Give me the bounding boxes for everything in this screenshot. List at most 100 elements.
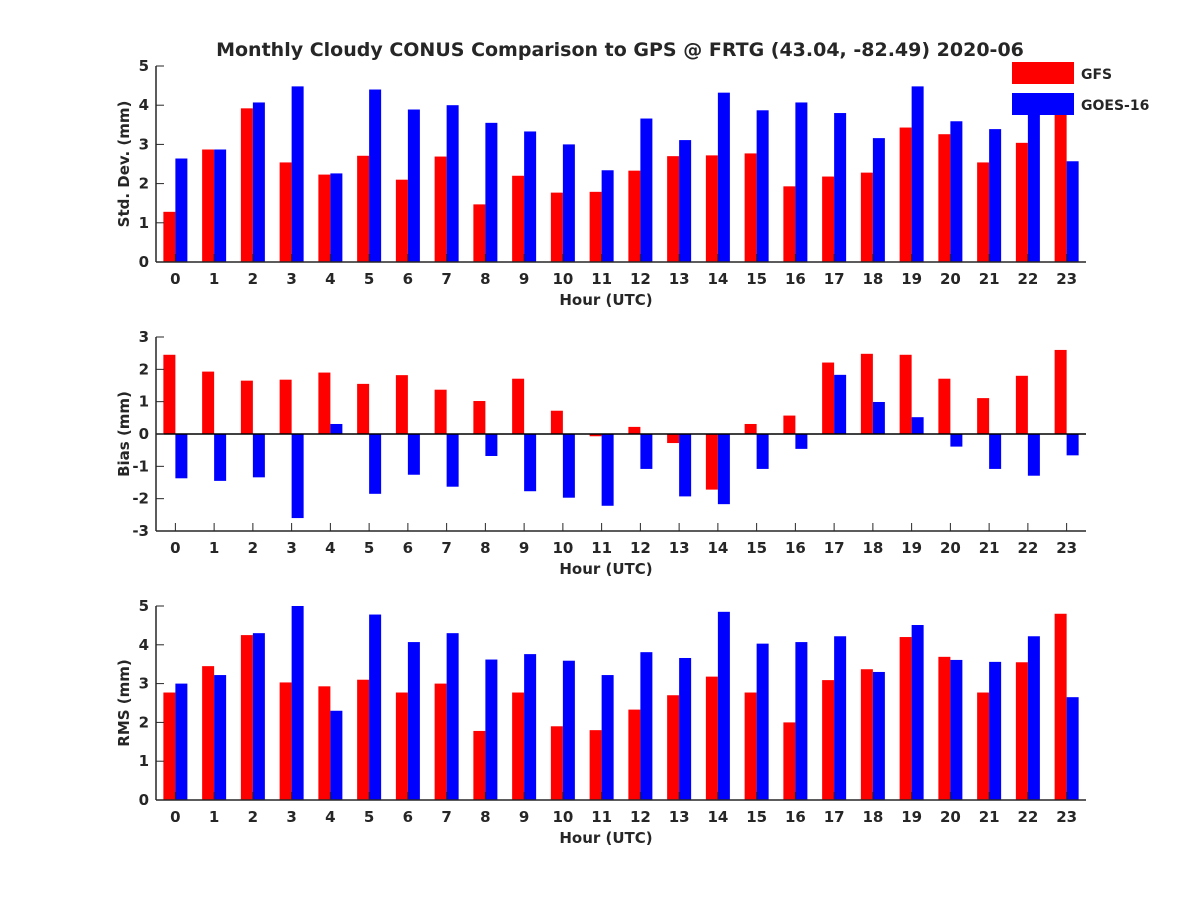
x-tick-label: 2 [248,270,258,288]
legend-label-gfs: GFS [1081,67,1112,83]
bar-gfs-14 [705,155,718,262]
bar-goes-16-2 [252,633,265,800]
bar-gfs-10 [550,192,563,262]
y-tick-label: 0 [139,425,149,443]
bar-goes-16-8 [485,434,498,456]
x-tick-label: 6 [403,270,413,288]
x-tick-label: 17 [824,270,845,288]
y-tick-label: -3 [132,522,149,540]
bar-goes-16-21 [989,434,1002,469]
bar-gfs-12 [628,170,641,262]
x-tick-label: 14 [707,539,728,557]
bar-gfs-7 [434,156,447,262]
x-tick-label: 22 [1017,808,1038,826]
bar-gfs-1 [202,149,215,262]
bar-goes-16-5 [369,614,382,800]
x-tick-label: 17 [824,808,845,826]
bar-gfs-20 [938,134,951,262]
bar-gfs-8 [473,401,486,434]
bar-goes-16-1 [214,434,227,481]
bar-goes-16-13 [679,434,692,497]
x-tick-label: 20 [940,808,961,826]
bar-goes-16-3 [291,606,304,800]
bar-goes-16-10 [562,434,575,498]
x-tick-label: 7 [441,808,451,826]
bar-gfs-20 [938,378,951,434]
x-tick-label: 20 [940,270,961,288]
bar-goes-16-18 [872,138,885,262]
bar-gfs-16 [783,186,796,262]
x-tick-label: 21 [979,539,1000,557]
x-axis-label: Hour (UTC) [559,291,652,309]
bar-gfs-11 [589,730,602,800]
bar-gfs-3 [279,379,292,434]
x-tick-label: 13 [669,539,690,557]
bar-goes-16-7 [446,105,459,262]
bar-gfs-22 [1015,375,1028,434]
bar-gfs-19 [899,637,912,800]
bar-goes-16-19 [911,417,924,434]
x-tick-label: 9 [519,270,529,288]
x-tick-label: 3 [286,539,296,557]
bar-gfs-10 [550,726,563,800]
bar-goes-16-6 [407,434,420,475]
bar-gfs-9 [512,378,525,434]
bar-goes-16-12 [640,652,653,800]
bar-gfs-5 [357,383,370,434]
legend-label-goes-16: GOES-16 [1081,98,1149,114]
x-tick-label: 18 [862,270,883,288]
bar-gfs-11 [589,434,602,437]
bar-goes-16-23 [1066,434,1079,456]
bar-gfs-0 [163,211,176,262]
bar-gfs-12 [628,709,641,800]
x-tick-label: 8 [480,539,490,557]
x-tick-label: 4 [325,539,335,557]
bar-goes-16-3 [291,86,304,262]
x-tick-label: 5 [364,539,374,557]
bar-gfs-18 [860,353,873,434]
x-tick-label: 10 [552,539,573,557]
bar-gfs-10 [550,410,563,434]
bar-goes-16-22 [1027,434,1040,476]
y-tick-label: -2 [132,490,149,508]
bar-gfs-19 [899,354,912,434]
bar-gfs-13 [667,434,680,444]
bar-goes-16-18 [872,671,885,800]
bar-goes-16-0 [175,158,188,262]
bar-goes-16-0 [175,683,188,800]
y-axis-label: RMS (mm) [115,659,133,746]
y-axis-label: Bias (mm) [115,391,133,477]
bar-goes-16-7 [446,434,459,487]
y-tick-label: 2 [139,713,149,731]
x-tick-label: 15 [746,808,767,826]
bar-goes-16-4 [330,710,343,800]
bar-goes-16-20 [950,434,963,447]
bar-gfs-5 [357,155,370,262]
x-axis-label: Hour (UTC) [559,560,652,578]
bar-gfs-0 [163,354,176,434]
bar-gfs-3 [279,162,292,262]
bar-goes-16-15 [756,110,769,262]
x-tick-label: 9 [519,539,529,557]
bar-gfs-8 [473,730,486,800]
x-tick-label: 14 [707,270,728,288]
x-tick-label: 1 [209,270,219,288]
bar-goes-16-19 [911,625,924,800]
bar-gfs-14 [705,676,718,800]
bar-gfs-17 [822,176,835,262]
bar-gfs-6 [395,692,408,800]
bar-gfs-22 [1015,662,1028,800]
x-tick-label: 23 [1056,270,1077,288]
x-tick-label: 6 [403,539,413,557]
legend: GFS GOES-16 [1012,62,1149,115]
bar-goes-16-9 [524,131,537,262]
legend-swatch-gfs [1012,62,1074,84]
x-tick-label: 12 [630,270,651,288]
bar-gfs-20 [938,656,951,800]
bar-goes-16-13 [679,140,692,262]
x-tick-label: 16 [785,270,806,288]
bar-gfs-6 [395,179,408,262]
x-tick-label: 7 [441,539,451,557]
bar-goes-16-23 [1066,697,1079,800]
x-tick-label: 13 [669,270,690,288]
